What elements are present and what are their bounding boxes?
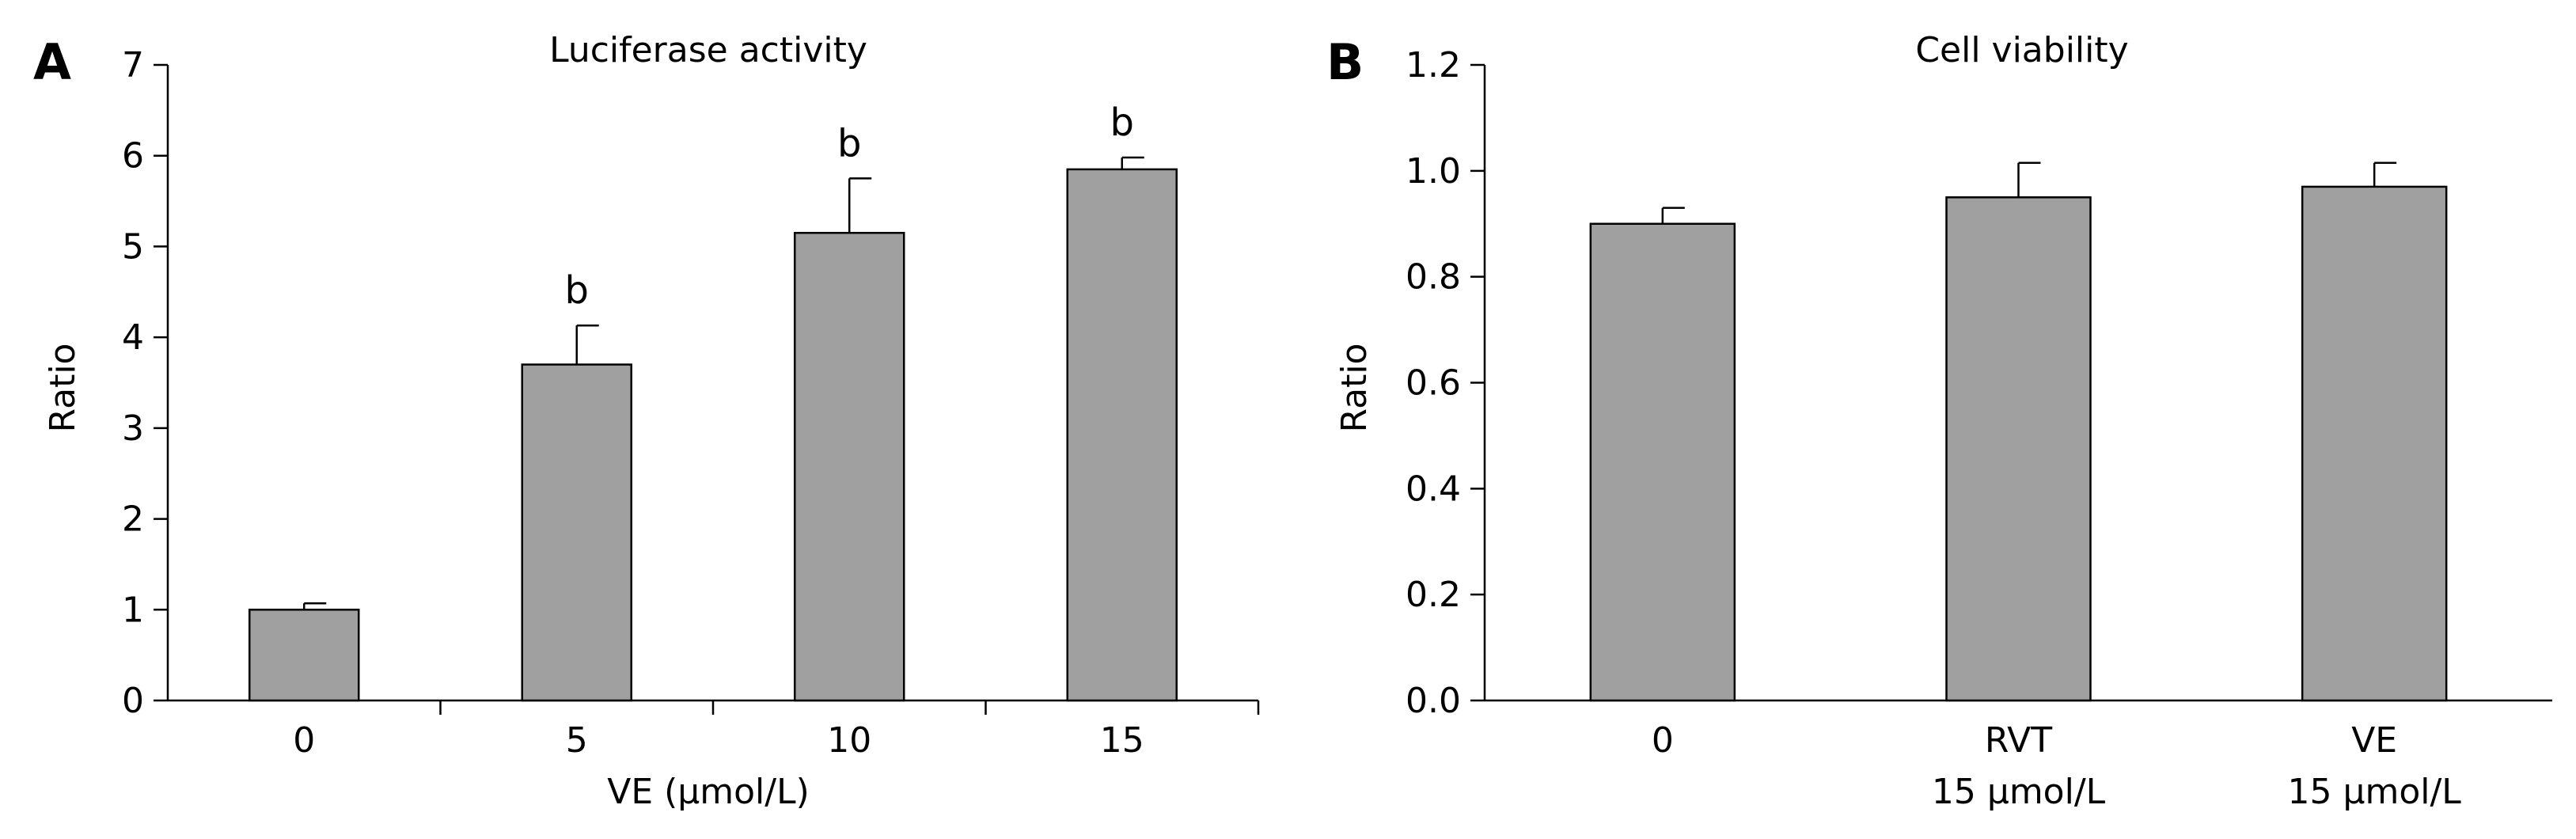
x-tick-label: 10 [827,720,871,761]
panel-b-bars [1589,161,2448,702]
panel-a-y-ticks: 0 1 2 3 4 5 6 7 [122,45,168,721]
y-tick-label: 0.0 [1406,681,1461,721]
bar [521,363,632,702]
y-tick-label: 7 [122,45,144,85]
y-tick-label: 2 [122,499,144,540]
bar [1066,168,1178,702]
y-tick-label: 0 [122,681,144,721]
significance-label: b [1110,101,1134,145]
panel-a-label: A [33,33,71,91]
panel-a: A Luciferase activity Ratio VE (µmol/L) … [33,30,1260,812]
x-tick-label: 15 µmol/L [2288,772,2462,812]
panel-b-ylabel: Ratio [1334,344,1375,433]
x-tick-label: 0 [293,720,315,761]
y-tick-label: 1 [122,590,144,630]
y-tick-label: 0.4 [1406,469,1461,509]
panel-b-label: B [1326,33,1364,91]
y-tick-label: 0.8 [1406,257,1461,298]
y-tick-label: 1.0 [1406,151,1461,192]
panel-a-ylabel: Ratio [43,344,83,433]
y-tick-label: 1.2 [1406,45,1461,85]
bar [2301,185,2448,702]
bar [248,609,360,702]
panel-b: B Cell viability Ratio 0.0 0.2 0.4 0.6 0.8 1.… [1326,30,2552,812]
bar [1945,196,2092,702]
y-tick-label: 6 [122,136,144,177]
bar [794,231,905,702]
panel-a-xlabel: VE (µmol/L) [607,772,810,812]
x-tick-label: 15 [1100,720,1144,761]
y-tick-label: 5 [122,226,144,267]
panel-b-title: Cell viability [1915,30,2128,70]
x-tick-label: VE [2351,720,2397,761]
panel-a-bars: b b b [248,101,1178,702]
y-tick-label: 0.6 [1406,363,1461,404]
x-tick-label: RVT [1985,720,2052,761]
y-tick-label: 4 [122,317,144,358]
panel-a-x-ticks: 0 5 10 15 [293,700,1260,761]
x-tick-label: 15 µmol/L [1932,772,2106,812]
x-tick-label: 0 [1652,720,1674,761]
panel-b-x-ticks: 0 RVT 15 µmol/L VE 15 µmol/L [1652,720,2461,812]
panel-b-y-ticks: 0.0 0.2 0.4 0.6 0.8 1.0 1.2 [1406,45,1485,721]
bar [1589,222,1736,702]
significance-label: b [565,268,589,313]
y-tick-label: 3 [122,408,144,449]
panel-a-title: Luciferase activity [549,30,867,70]
significance-label: b [837,121,861,165]
y-tick-label: 0.2 [1406,575,1461,615]
x-tick-label: 5 [566,720,588,761]
